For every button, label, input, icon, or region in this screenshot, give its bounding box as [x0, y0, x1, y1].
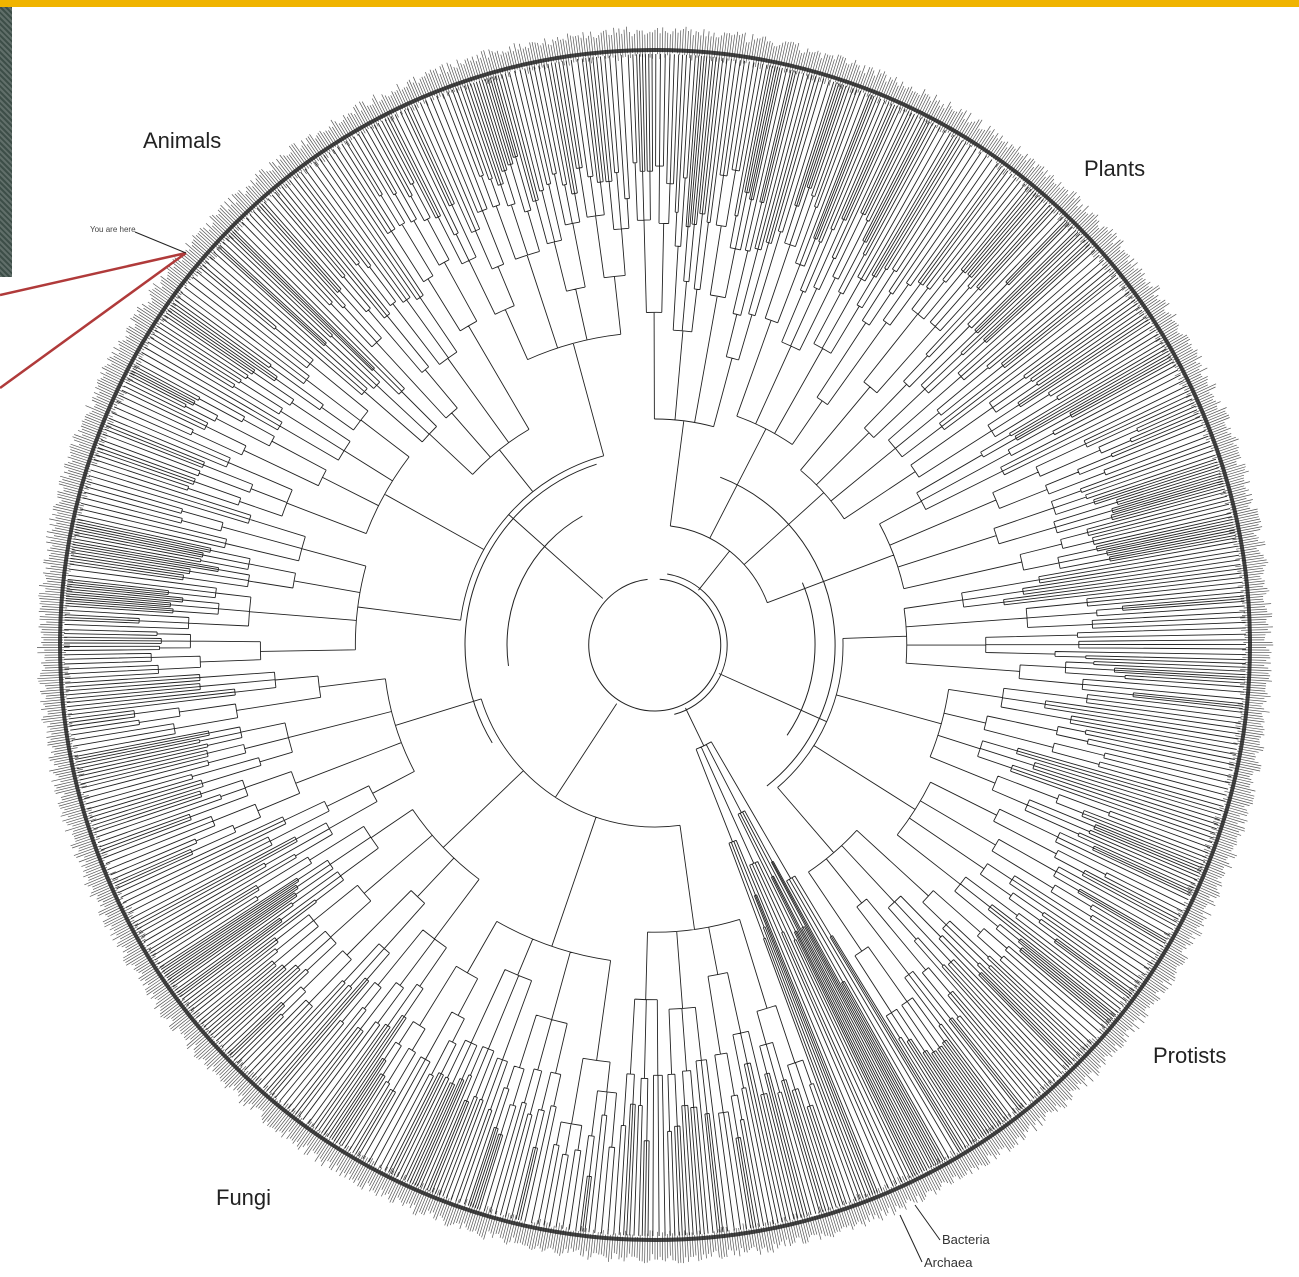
bacteria-leader [914, 1204, 941, 1241]
fungi-label: Fungi [216, 1185, 272, 1210]
you-are-here-label: You are here [90, 225, 136, 234]
plants-label: Plants [1084, 156, 1146, 181]
animals-label: Animals [143, 128, 222, 153]
outer-ring [58, 48, 1252, 1242]
inner-rings [464, 463, 836, 787]
top-accent-bar [0, 0, 1299, 7]
you-are-here-pointer [0, 231, 941, 1263]
protists-label: Protists [1153, 1043, 1227, 1068]
tree-branches [63, 53, 1247, 1237]
tip-lines [36, 26, 1274, 1264]
bacteria-label: Bacteria [942, 1232, 990, 1247]
pointer-line-upper [0, 251, 187, 297]
branch-lines [63, 53, 1247, 1237]
pointer-line-lower [0, 251, 187, 390]
archaea-leader [899, 1214, 923, 1263]
side-panel [0, 7, 12, 277]
pointer-leader [134, 231, 187, 254]
terminal-tips [36, 26, 1274, 1264]
archaea-label: Archaea [924, 1255, 973, 1270]
center-rings [464, 463, 836, 787]
